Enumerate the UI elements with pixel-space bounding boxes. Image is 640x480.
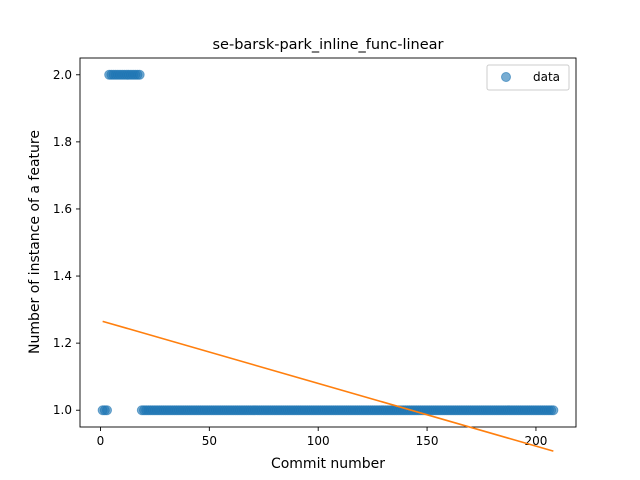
y-axis: 1.0 1.2 1.4 1.6 1.8 2.0 (53, 68, 80, 417)
y-tick-label: 1.2 (53, 336, 72, 350)
plot-frame (79, 57, 577, 428)
y-tick-label: 1.8 (53, 135, 72, 149)
y-tick-label: 2.0 (53, 68, 72, 82)
legend-label-data: data (533, 70, 560, 84)
data-points (97, 69, 559, 416)
legend-box (486, 64, 570, 91)
legend: data (486, 64, 570, 91)
fit-line-layer (102, 320, 554, 452)
data-point (548, 405, 559, 416)
y-axis-label: Number of instance of a feature (27, 130, 43, 354)
plot-area (79, 57, 577, 428)
fit-line (102, 320, 554, 452)
y-tick-label: 1.0 (53, 403, 72, 417)
x-axis-label: Commit number (271, 456, 385, 472)
legend-marker (501, 72, 511, 82)
x-tick-label: 0 (97, 434, 105, 448)
y-tick-label: 1.4 (53, 269, 72, 283)
chart-title: se-barsk-park_inline_func-linear (213, 37, 444, 53)
x-axis: 0 50 100 150 200 (97, 427, 547, 448)
data-point (101, 405, 112, 416)
data-point (134, 69, 145, 80)
x-tick-label: 50 (202, 434, 217, 448)
x-tick-label: 150 (416, 434, 439, 448)
x-tick-label: 100 (307, 434, 330, 448)
y-tick-label: 1.6 (53, 202, 72, 216)
